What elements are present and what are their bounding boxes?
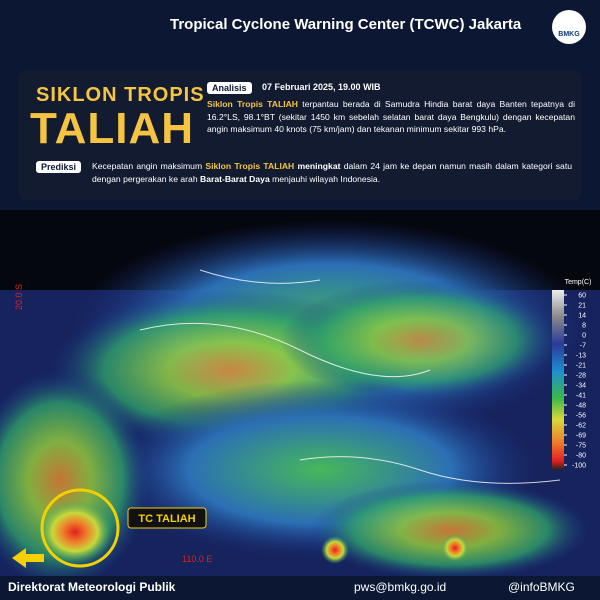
tick-label: 21 (578, 303, 586, 310)
tick-label: -48 (576, 403, 586, 410)
footer-org: Direktorat Meteorologi Publik (8, 580, 176, 594)
footer (0, 576, 600, 600)
text-segment: menjauhi wilayah Indonesia. (269, 173, 381, 184)
colorbar-ticks: 60 21 14 8 0 -7 -13 -21 -28 -34 -41 -48 -56 -62 -69 -75… (564, 293, 586, 470)
legend-title: Temp(C) (565, 279, 592, 286)
cloud (441, 534, 469, 562)
prediction-label: Prediksi (36, 161, 82, 173)
analysis-label: Analisis (207, 82, 252, 94)
info-box (18, 70, 582, 200)
cloud (310, 480, 590, 576)
cloud (0, 370, 150, 576)
tick-label: -41 (576, 393, 586, 400)
satellite-map: TC TALIAH 110.0 E 20.0 S Temp(C) 60 21 14 8… (0, 210, 600, 576)
tick-label: -34 (576, 383, 586, 390)
tick-label: -75 (576, 443, 586, 450)
text-segment: Kecepatan angin maksimum (92, 161, 206, 171)
analysis-text: Siklon Tropis TALIAH terpantau berada di… (207, 98, 575, 136)
footer-social[interactable]: @infoBMKG (508, 580, 575, 594)
kicker: SIKLON TROPIS (36, 84, 205, 106)
lat-label: 20.0 S (14, 284, 24, 310)
storm-name: TALIAH (30, 104, 195, 153)
prediction-text: Kecepatan angin maksimum Siklon Tropis T… (92, 160, 572, 185)
storm-label-box (127, 507, 207, 529)
analysis-date: 07 Februari 2025, 19.00 WIB (262, 82, 381, 92)
storm-label: TC TALIAH (138, 513, 195, 525)
cloud (321, 536, 349, 564)
tick-label: -28 (576, 373, 586, 380)
tick-label: -69 (576, 433, 586, 440)
text-segment: terpantau berada di Samudra Hindia barat… (207, 99, 575, 134)
logo: BMKG (552, 10, 586, 44)
tick-label: 14 (578, 313, 586, 320)
tick-label: -21 (576, 363, 586, 370)
colorbar (552, 290, 564, 470)
tick-label: -56 (576, 413, 586, 420)
text-segment: Barat-Barat Daya (199, 173, 270, 184)
tick-label: -100 (572, 463, 586, 470)
cyclone-core (37, 500, 113, 564)
tick-label: -80 (576, 453, 586, 460)
motion-arrow (12, 548, 44, 568)
lon-label: 110.0 E (182, 554, 212, 564)
text-segment: Siklon Tropis TALIAH (205, 161, 295, 171)
tick-label: 0 (582, 333, 586, 340)
tick-label: 60 (578, 293, 586, 300)
header-title: Tropical Cyclone Warning Center (TCWC) J… (170, 16, 522, 33)
tick-label: -7 (580, 343, 586, 350)
footer-email[interactable]: pws@bmkg.go.id (354, 580, 447, 594)
tick-label: -13 (576, 353, 586, 360)
coastline (139, 269, 561, 484)
tick-label: -62 (576, 423, 586, 430)
storm-circle (40, 488, 120, 568)
text-segment: dalam 24 jam ke depan namun masih dalam … (92, 161, 572, 184)
tick-label: 8 (582, 323, 586, 330)
text-segment: Siklon Tropis TALIAH (207, 99, 299, 109)
text-segment: meningkat (294, 161, 341, 171)
